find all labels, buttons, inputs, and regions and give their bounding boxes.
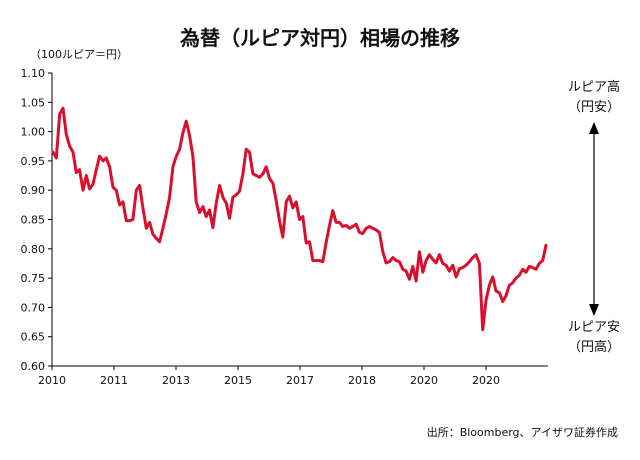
y-tick-label: 0.65 xyxy=(21,331,46,344)
annotation-top-line1: ルピア高 xyxy=(567,80,620,95)
x-tick-label: 2017 xyxy=(286,374,314,387)
x-tick-label: 2010 xyxy=(38,374,66,387)
y-tick-label: 0.85 xyxy=(21,214,46,227)
y-tick-label: 0.95 xyxy=(21,155,46,168)
y-tick-label: 1.10 xyxy=(21,67,46,80)
y-tick-label: 1.00 xyxy=(21,126,46,139)
source-note: 出所：Bloomberg、アイザワ証券作成 xyxy=(426,426,618,439)
x-tick-label: 2018 xyxy=(348,374,376,387)
x-tick-label: 2015 xyxy=(224,374,252,387)
series-line xyxy=(51,106,548,332)
direction-arrow xyxy=(589,122,599,316)
x-tick-label: 2013 xyxy=(162,374,190,387)
x-axis-ticks: 2010 2011 2013 2015 2017 2018 2020 2020 xyxy=(38,366,500,387)
y-axis-unit-label: （100ルピア＝円） xyxy=(30,48,128,61)
annotation-top-line2: （円安） xyxy=(567,100,620,115)
annotation-bottom-line2: （円高） xyxy=(567,340,620,355)
y-tick-label: 1.05 xyxy=(21,96,46,109)
y-tick-label: 0.70 xyxy=(21,301,46,314)
x-tick-label: 2011 xyxy=(100,374,128,387)
y-tick-label: 0.80 xyxy=(21,243,46,256)
y-tick-label: 0.75 xyxy=(21,272,46,285)
annotation-rupiah-weak: ルピア安 （円高） xyxy=(549,318,639,358)
y-axis-ticks: 0.60 0.65 0.70 0.75 0.80 0.85 0.90 0.95 1.00 1.05… xyxy=(21,67,52,373)
x-tick-label: 2020 xyxy=(472,374,500,387)
y-tick-label: 0.90 xyxy=(21,184,46,197)
chart-title: 為替（ルピア対円）相場の推移 xyxy=(180,26,460,50)
y-tick-label: 0.60 xyxy=(21,360,46,373)
annotation-rupiah-strong: ルピア高 （円安） xyxy=(549,78,639,118)
annotation-bottom-line1: ルピア安 xyxy=(567,320,620,335)
x-tick-label: 2020 xyxy=(410,374,438,387)
